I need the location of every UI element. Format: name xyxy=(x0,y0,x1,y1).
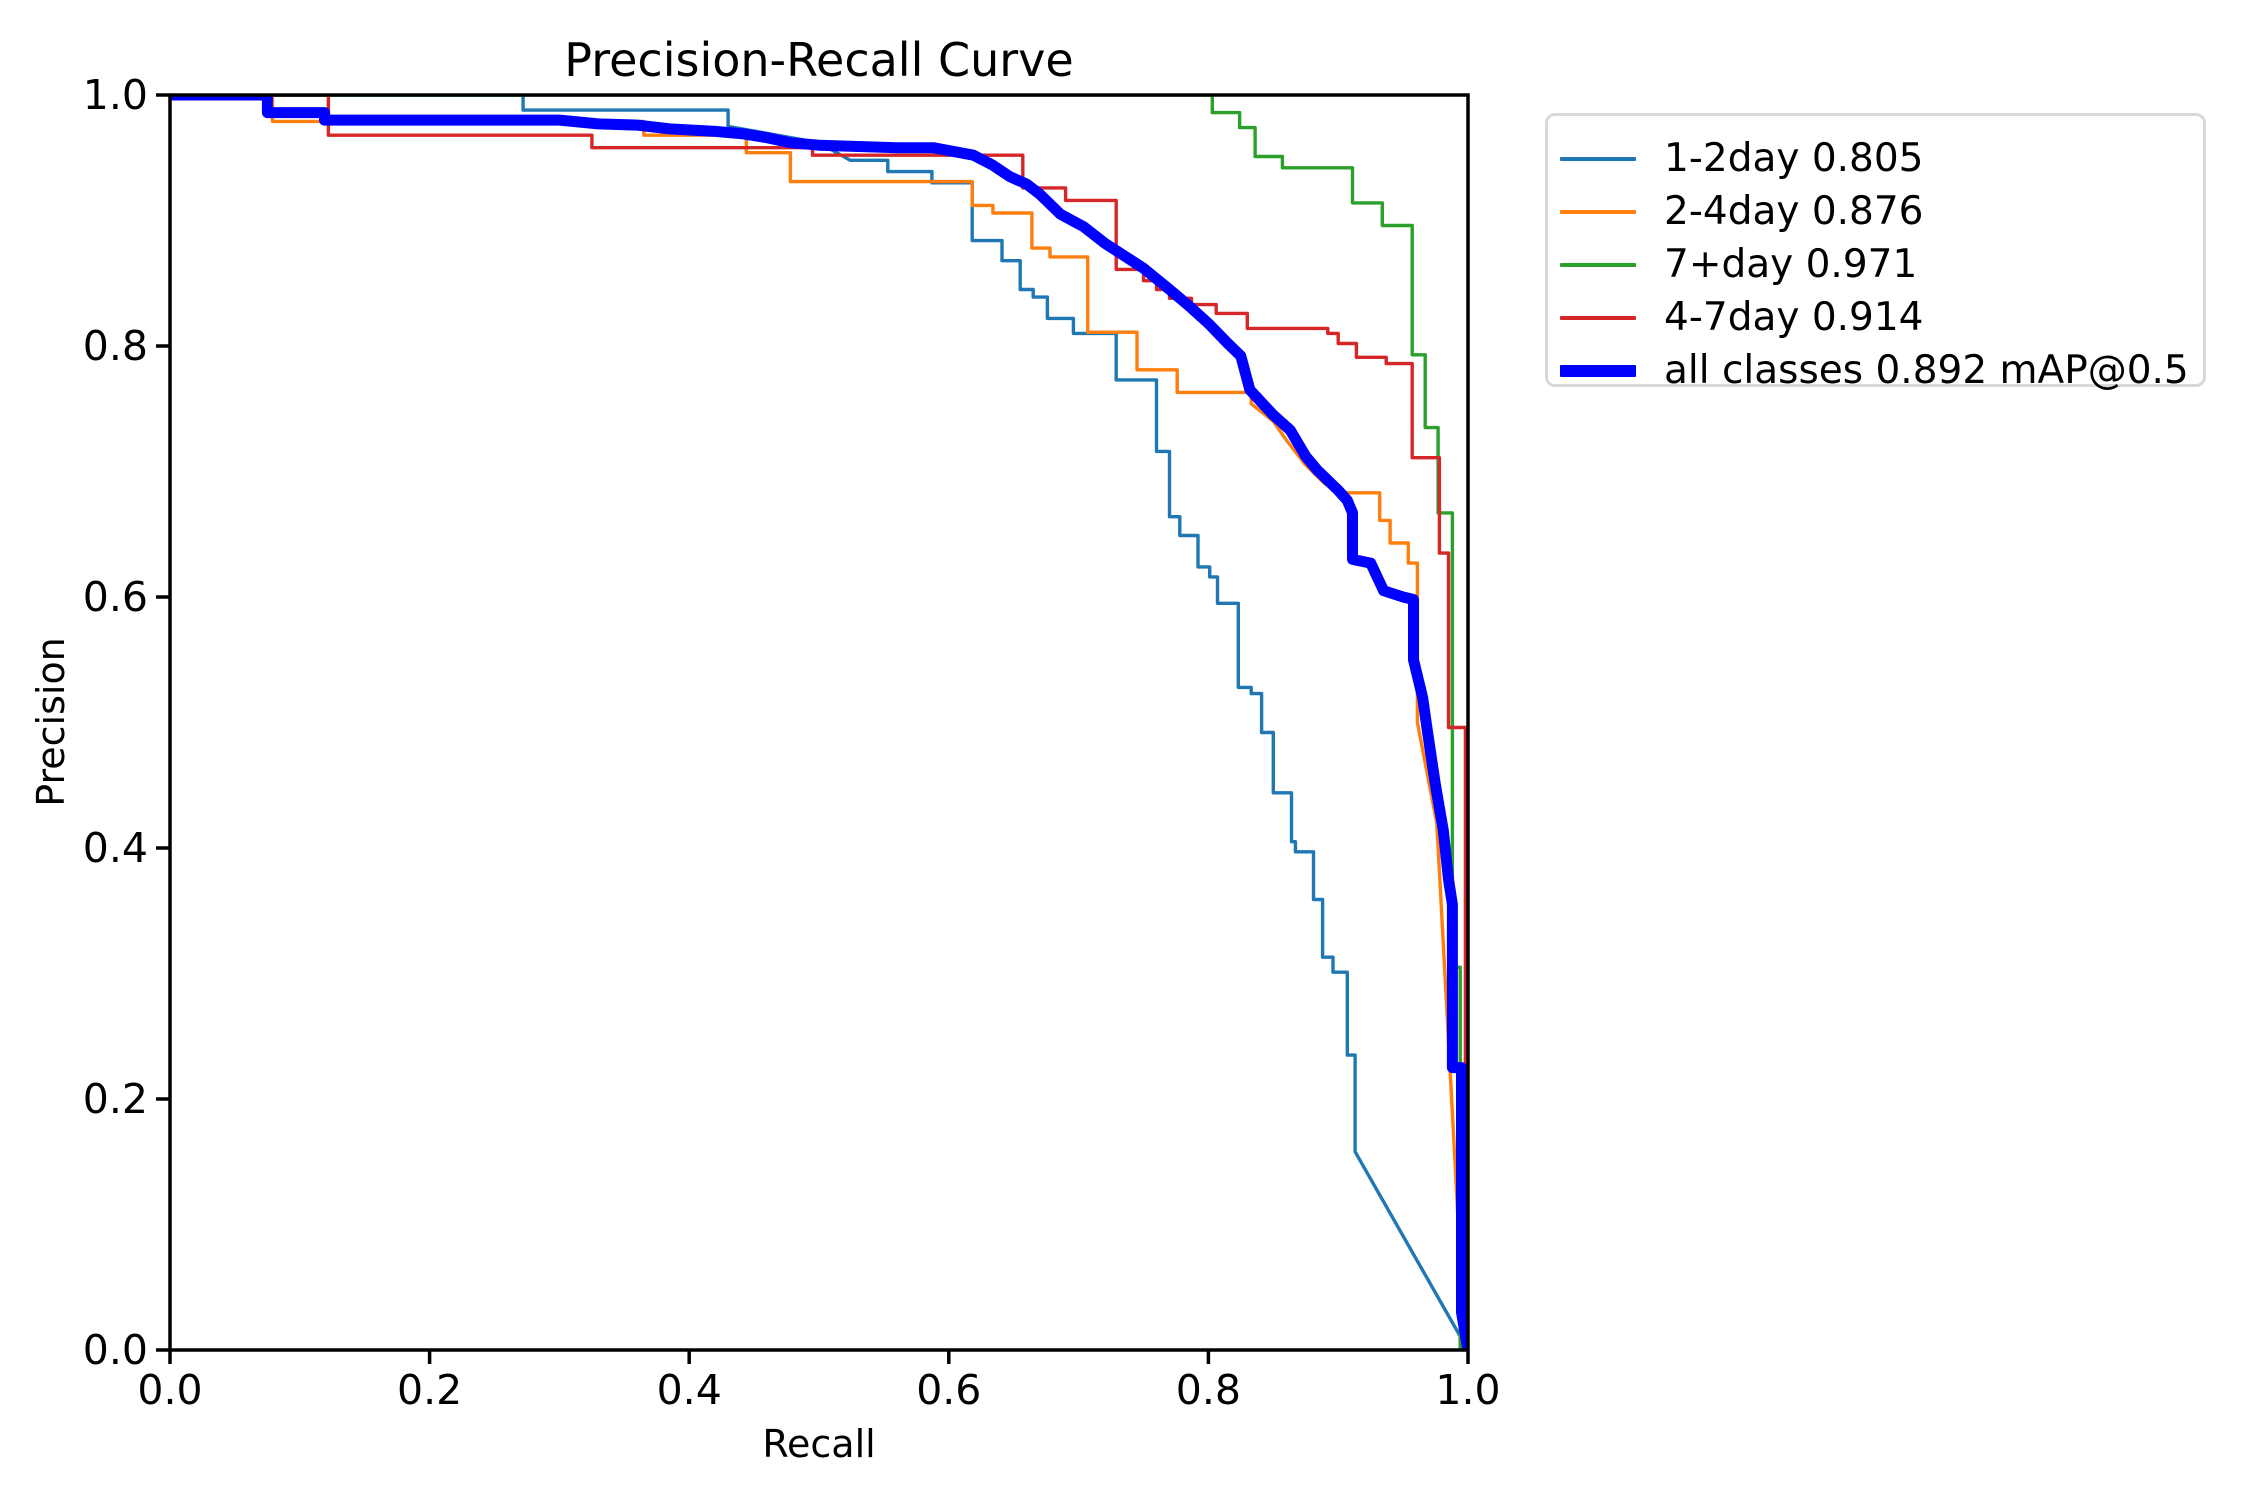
legend-line-sample-7plus-day xyxy=(1560,262,1636,267)
legend-item-all-classes: all classes 0.892 mAP@0.5 xyxy=(1560,344,2203,397)
y-tick-label: 0.8 xyxy=(83,322,148,370)
y-tick-label: 0.6 xyxy=(83,573,148,621)
legend-item-7plus-day: 7+day 0.971 xyxy=(1560,238,2203,291)
legend-line-sample-4-7day xyxy=(1560,315,1636,320)
legend-item-2-4day: 2-4day 0.876 xyxy=(1560,185,2203,238)
x-axis-label: Recall xyxy=(762,1422,875,1466)
series-line-7+day xyxy=(170,95,1462,1350)
x-tick-label: 1.0 xyxy=(1435,1366,1500,1414)
legend-box: 1-2day 0.805 2-4day 0.876 7+day 0.971 4-… xyxy=(1545,113,2206,390)
y-axis-label: Precision xyxy=(29,637,73,807)
x-tick-label: 0.0 xyxy=(137,1366,202,1414)
chart-title: Precision-Recall Curve xyxy=(564,33,1073,87)
x-tick-label: 0.6 xyxy=(916,1366,981,1414)
legend-label-all-classes: all classes 0.892 mAP@0.5 xyxy=(1664,348,2189,393)
legend-item-1-2day: 1-2day 0.805 xyxy=(1560,132,2203,185)
x-tick-label: 0.8 xyxy=(1176,1366,1241,1414)
series-line-4-7day xyxy=(170,95,1468,1350)
legend-item-4-7day: 4-7day 0.914 xyxy=(1560,291,2203,344)
legend-label-7plus-day: 7+day 0.971 xyxy=(1664,242,1918,287)
legend-label-1-2day: 1-2day 0.805 xyxy=(1664,136,1924,181)
x-tick-label: 0.4 xyxy=(657,1366,722,1414)
series-line-all-classes xyxy=(170,95,1468,1350)
legend-label-4-7day: 4-7day 0.914 xyxy=(1664,295,1924,340)
y-tick-label: 0.2 xyxy=(83,1075,148,1123)
legend-line-sample-1-2day xyxy=(1560,156,1636,161)
tick-labels-group: 0.0 0.2 0.4 0.6 0.8 1.0 0.0 0.2 0.4 0.6 0.8 1.0 xyxy=(83,71,1501,1414)
axes-spines xyxy=(168,93,1470,1352)
series-line-2-4day xyxy=(170,95,1465,1350)
y-tick-label: 0.0 xyxy=(83,1326,148,1374)
axes-group xyxy=(156,93,1470,1364)
legend-line-sample-all-classes xyxy=(1560,364,1636,377)
y-tick-label: 1.0 xyxy=(83,71,148,119)
series-line-1-2day xyxy=(170,95,1468,1350)
legend-line-sample-2-4day xyxy=(1560,209,1636,214)
x-tick-label: 0.2 xyxy=(397,1366,462,1414)
y-tick-label: 0.4 xyxy=(83,824,148,872)
legend-label-2-4day: 2-4day 0.876 xyxy=(1664,189,1924,234)
curves-group xyxy=(170,95,1468,1350)
